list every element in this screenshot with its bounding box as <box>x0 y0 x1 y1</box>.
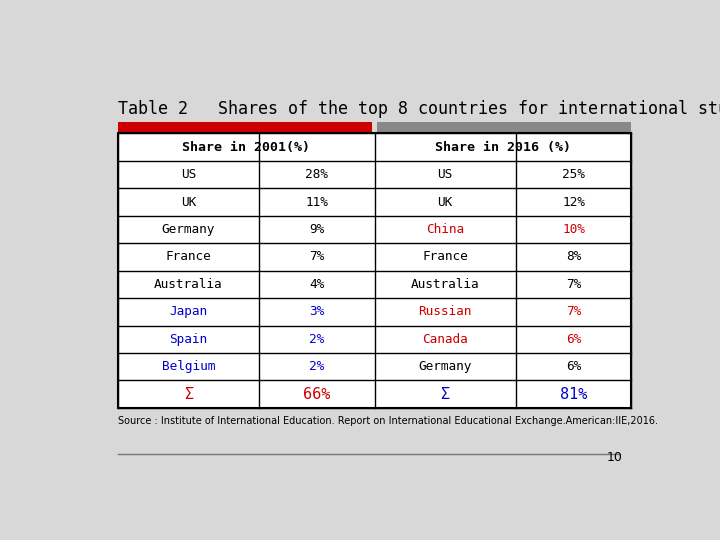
Text: 10: 10 <box>607 451 623 464</box>
Text: Share in 2016 (%): Share in 2016 (%) <box>435 140 571 153</box>
Text: 6%: 6% <box>566 360 581 373</box>
Text: Germany: Germany <box>162 223 215 236</box>
Text: 28%: 28% <box>305 168 328 181</box>
Text: France: France <box>423 251 468 264</box>
Bar <box>377 122 631 133</box>
Text: 3%: 3% <box>309 305 325 318</box>
Text: US: US <box>438 168 453 181</box>
Text: Russian: Russian <box>418 305 472 318</box>
Text: 11%: 11% <box>305 195 328 208</box>
Text: Australia: Australia <box>411 278 480 291</box>
Text: 10%: 10% <box>562 223 585 236</box>
Text: 66%: 66% <box>303 387 330 402</box>
Text: 4%: 4% <box>309 278 325 291</box>
Text: 2%: 2% <box>309 333 325 346</box>
Text: US: US <box>181 168 196 181</box>
Text: 8%: 8% <box>566 251 581 264</box>
Text: 7%: 7% <box>566 278 581 291</box>
Text: UK: UK <box>181 195 196 208</box>
Text: Germany: Germany <box>418 360 472 373</box>
Text: 9%: 9% <box>309 223 325 236</box>
Text: 25%: 25% <box>562 168 585 181</box>
Text: UK: UK <box>438 195 453 208</box>
Text: Japan: Japan <box>169 305 207 318</box>
Text: Table 2   Shares of the top 8 countries for international students in 2001 and 2: Table 2 Shares of the top 8 countries fo… <box>118 100 720 118</box>
Text: Share in 2001(%): Share in 2001(%) <box>182 140 310 153</box>
Bar <box>118 122 372 133</box>
Text: 7%: 7% <box>566 305 581 318</box>
Text: China: China <box>426 223 464 236</box>
Text: Belgium: Belgium <box>162 360 215 373</box>
Text: Σ: Σ <box>441 387 450 402</box>
Text: 7%: 7% <box>309 251 325 264</box>
Text: 12%: 12% <box>562 195 585 208</box>
Text: Australia: Australia <box>154 278 222 291</box>
Text: 6%: 6% <box>566 333 581 346</box>
Text: Σ: Σ <box>184 387 193 402</box>
Text: France: France <box>166 251 212 264</box>
Text: Spain: Spain <box>169 333 207 346</box>
Text: Canada: Canada <box>423 333 468 346</box>
Text: 2%: 2% <box>309 360 325 373</box>
Text: 81%: 81% <box>560 387 588 402</box>
Text: Source : Institute of International Education. Report on International Education: Source : Institute of International Educ… <box>118 416 658 426</box>
